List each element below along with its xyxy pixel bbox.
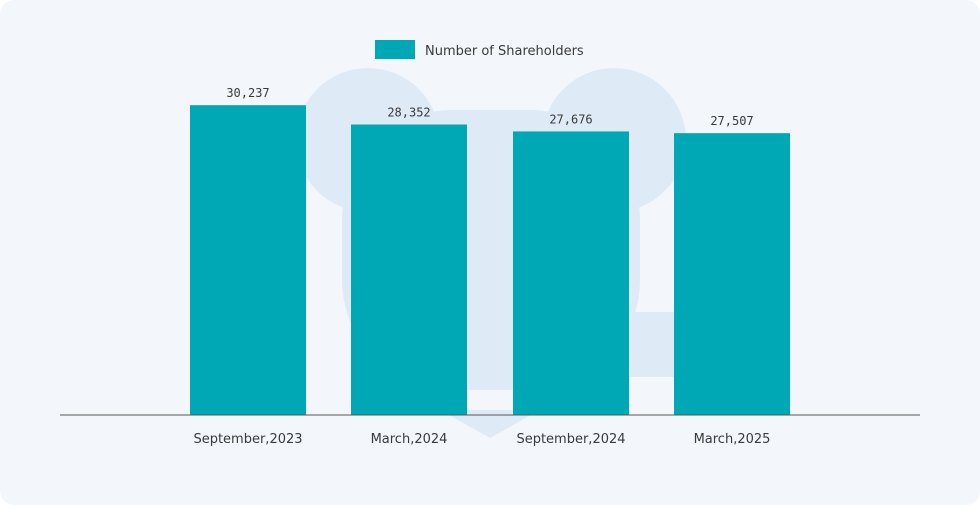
value-label-4: 27,507 [710, 114, 753, 128]
x-tick-label-3: September,2024 [516, 432, 625, 447]
bar-2 [351, 124, 467, 416]
x-tick-label-4: March,2025 [694, 432, 771, 447]
bar-4 [674, 133, 790, 415]
bar-1 [190, 105, 306, 416]
x-tick-label-2: March,2024 [371, 432, 448, 447]
legend: Number of Shareholders [375, 40, 584, 59]
bars [190, 105, 790, 416]
x-tick-label-1: September,2023 [193, 432, 302, 447]
value-label-3: 27,676 [549, 112, 592, 126]
legend-swatch [375, 40, 415, 59]
bar-3 [513, 131, 629, 416]
x-tick-labels: September,2023 March,2024 September,2024 Ma… [193, 432, 770, 447]
value-labels: 30,237 28,352 27,676 27,507 [226, 86, 753, 128]
value-label-2: 28,352 [387, 106, 430, 120]
legend-label: Number of Shareholders [425, 44, 584, 59]
value-label-1: 30,237 [226, 86, 269, 100]
